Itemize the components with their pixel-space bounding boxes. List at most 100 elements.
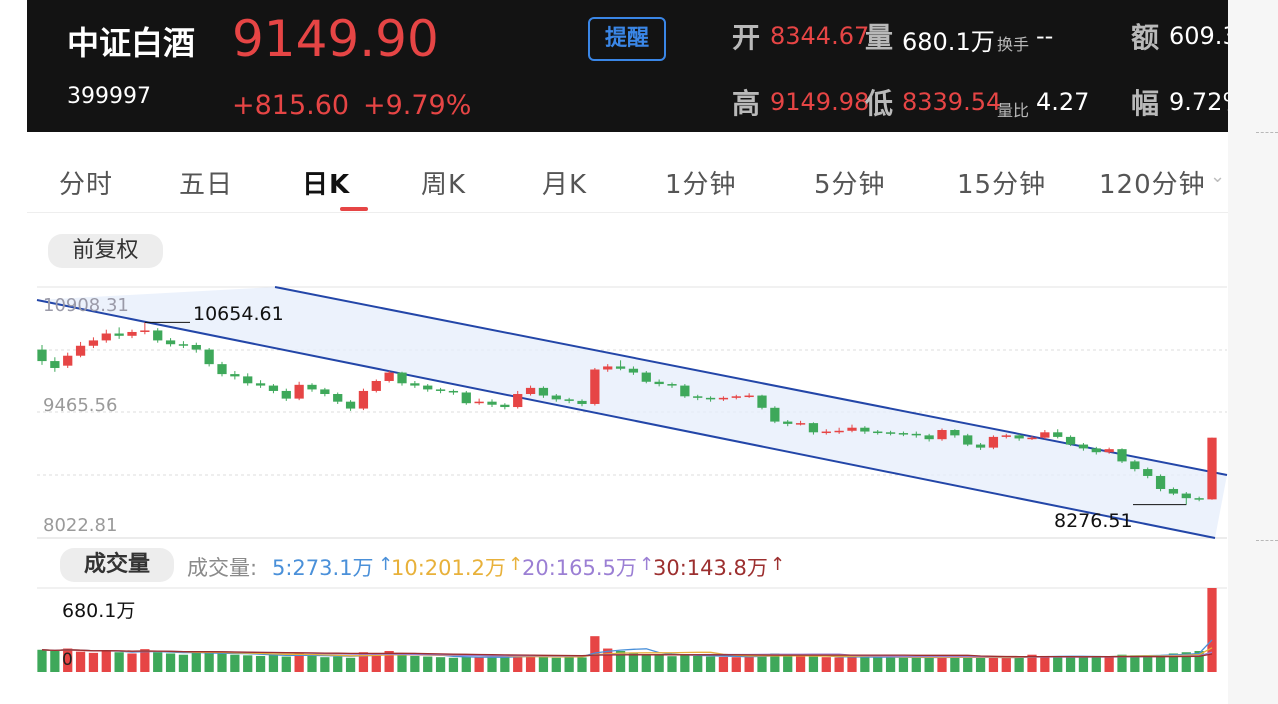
- volume-bar: [1117, 654, 1127, 672]
- volume-bar: [1027, 654, 1037, 672]
- volume-bar: [667, 656, 677, 672]
- tab-daily-k[interactable]: 日K: [302, 170, 351, 200]
- volume-bar: [1194, 651, 1204, 672]
- volume-bar: [821, 657, 831, 672]
- volume-bar: [911, 657, 921, 672]
- volume-bar: [1053, 656, 1063, 672]
- volume-bar: [808, 656, 819, 672]
- candle-body: [513, 394, 523, 408]
- candle-body: [101, 333, 111, 341]
- candle-body: [153, 330, 163, 341]
- volume-bar: [1040, 655, 1050, 672]
- volume-ma-prefix: 成交量:: [187, 556, 258, 580]
- volume-bar: [641, 654, 651, 672]
- volume-bar: [294, 653, 304, 672]
- candle-body: [1014, 435, 1024, 439]
- candle-body: [268, 385, 279, 391]
- volume-bar: [165, 653, 176, 672]
- arrow-up-icon: ↑: [378, 554, 394, 575]
- candle-body: [860, 427, 870, 432]
- candle-body: [821, 431, 831, 434]
- min-price-marker: 8276.51: [1054, 510, 1133, 532]
- adjust-type-button[interactable]: 前复权: [48, 234, 163, 268]
- volume-bar: [744, 656, 754, 672]
- y-axis-top-label: 10908.31: [43, 295, 129, 316]
- volume-bar: [898, 657, 909, 672]
- candle-body: [358, 390, 369, 409]
- candle-body: [847, 427, 857, 431]
- tab-15min[interactable]: 15分钟: [957, 170, 1047, 200]
- candle-body: [294, 384, 304, 399]
- volume-max-label: 680.1万: [62, 600, 136, 622]
- volume-bar: [1168, 653, 1179, 672]
- candle-body: [204, 349, 214, 365]
- volume-bar: [525, 654, 536, 672]
- candle-body: [1078, 444, 1089, 449]
- low-label: 低: [865, 87, 894, 120]
- candle-body: [307, 384, 317, 390]
- tab-monthly-k[interactable]: 月K: [542, 170, 588, 200]
- volume-bar: [885, 657, 896, 672]
- volume-bar: [551, 657, 561, 672]
- volume-bar: [37, 649, 47, 672]
- candle-body: [1130, 461, 1140, 470]
- volume-bar: [1014, 657, 1024, 672]
- volume-bar: [988, 657, 999, 672]
- candle-body: [1104, 449, 1114, 453]
- tab-1min[interactable]: 1分钟: [665, 170, 737, 200]
- volume-pill[interactable]: 成交量: [60, 548, 174, 582]
- candle-body: [718, 397, 729, 400]
- amount-value: 609.3: [1169, 22, 1228, 50]
- candle-body: [795, 423, 806, 425]
- candle-body: [1181, 493, 1191, 499]
- volume-bar: [924, 657, 934, 672]
- candle-body: [191, 344, 201, 350]
- candle-body: [834, 430, 844, 433]
- volume-bar: [191, 652, 201, 672]
- candle-body: [461, 392, 471, 404]
- volume-bar: [937, 656, 947, 672]
- y-axis-mid-label: 9465.56: [43, 395, 118, 416]
- tab-120min[interactable]: 120分钟: [1099, 170, 1206, 200]
- volume-ratio-label: 量比: [997, 101, 1030, 120]
- volume-bar: [654, 655, 664, 672]
- arrow-up-icon: ↑: [639, 554, 655, 575]
- index-name: 中证白酒: [67, 24, 196, 62]
- tab-five-day[interactable]: 五日: [179, 170, 234, 200]
- volume-bar: [975, 657, 986, 672]
- chevron-down-icon[interactable]: ⌄: [1210, 166, 1226, 187]
- volume-bar: [963, 657, 973, 672]
- volume-bar: [564, 657, 574, 672]
- candle-body: [744, 395, 754, 398]
- volume-bar: [255, 655, 266, 672]
- candle-body: [178, 344, 189, 346]
- volume-bar: [1078, 657, 1089, 672]
- tab-intraday[interactable]: 分时: [59, 170, 114, 200]
- candle-body: [243, 376, 253, 384]
- candle-body: [898, 433, 909, 435]
- candle-body: [255, 383, 266, 386]
- candle-body: [345, 401, 356, 409]
- tab-weekly-k[interactable]: 周K: [421, 170, 467, 200]
- volume-label: 量: [865, 21, 894, 54]
- candle-body: [590, 369, 600, 404]
- volume-bar: [950, 657, 960, 672]
- volume-bar: [603, 648, 613, 672]
- arrow-up-icon: ↑: [508, 554, 524, 575]
- candle-body: [693, 396, 703, 398]
- volume-bar: [461, 656, 471, 672]
- volume-bar: [770, 653, 780, 672]
- candle-body: [384, 372, 394, 381]
- candle-body: [500, 404, 510, 408]
- candle-body: [140, 330, 150, 332]
- volume-bar: [320, 657, 330, 672]
- tab-5min[interactable]: 5分钟: [814, 170, 886, 200]
- candle-body: [911, 433, 921, 436]
- candle-body: [230, 374, 240, 377]
- alert-button[interactable]: 提醒: [588, 17, 666, 61]
- candle-body: [281, 390, 291, 399]
- volume-ratio-value: 4.27: [1036, 88, 1090, 116]
- volume-bar: [680, 654, 690, 672]
- candle-body: [564, 399, 574, 401]
- volume-bar: [628, 653, 639, 672]
